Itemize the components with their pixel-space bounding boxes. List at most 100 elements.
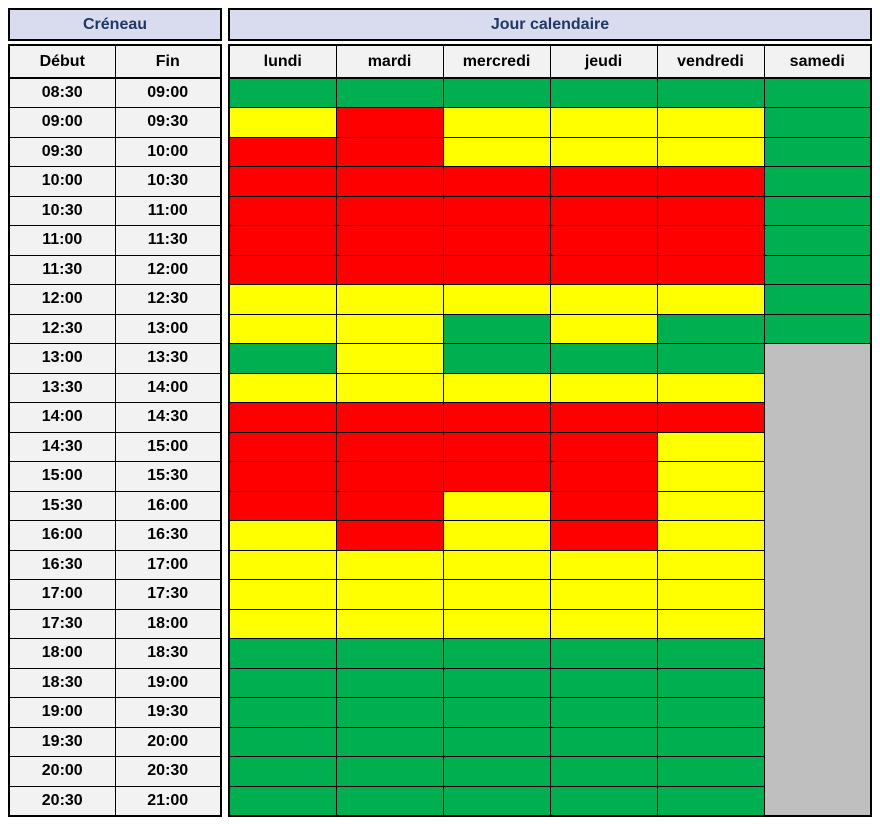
- slot-cell-vendredi-10:30-red[interactable]: [656, 195, 765, 226]
- slot-cell-mardi-17:30-yellow[interactable]: [335, 608, 444, 639]
- slot-cell-mercredi-11:00-red[interactable]: [442, 225, 551, 256]
- slot-cell-mardi-16:30-yellow[interactable]: [335, 549, 444, 580]
- slot-cell-jeudi-15:00-red[interactable]: [549, 461, 658, 492]
- slot-cell-mercredi-11:30-red[interactable]: [442, 254, 551, 285]
- slot-cell-vendredi-09:00-yellow[interactable]: [656, 107, 765, 138]
- slot-cell-mardi-18:30-green[interactable]: [335, 667, 444, 698]
- slot-cell-samedi-11:30-green[interactable]: [763, 254, 872, 285]
- slot-cell-mardi-09:00-red[interactable]: [335, 107, 444, 138]
- slot-cell-jeudi-18:30-green[interactable]: [549, 667, 658, 698]
- slot-cell-lundi-20:00-green[interactable]: [228, 756, 337, 787]
- slot-cell-jeudi-19:30-green[interactable]: [549, 726, 658, 757]
- slot-cell-vendredi-12:30-green[interactable]: [656, 313, 765, 344]
- slot-cell-mardi-08:30-green[interactable]: [335, 77, 444, 108]
- slot-cell-mardi-15:00-red[interactable]: [335, 461, 444, 492]
- slot-cell-mercredi-18:00-green[interactable]: [442, 638, 551, 669]
- slot-cell-samedi-09:30-green[interactable]: [763, 136, 872, 167]
- slot-cell-vendredi-17:30-yellow[interactable]: [656, 608, 765, 639]
- slot-cell-jeudi-12:30-yellow[interactable]: [549, 313, 658, 344]
- slot-cell-mercredi-20:00-green[interactable]: [442, 756, 551, 787]
- slot-cell-mardi-18:00-green[interactable]: [335, 638, 444, 669]
- slot-cell-mercredi-10:30-red[interactable]: [442, 195, 551, 226]
- slot-cell-mercredi-14:30-red[interactable]: [442, 431, 551, 462]
- slot-cell-mardi-11:00-red[interactable]: [335, 225, 444, 256]
- slot-cell-mardi-12:30-yellow[interactable]: [335, 313, 444, 344]
- slot-cell-jeudi-13:30-yellow[interactable]: [549, 372, 658, 403]
- slot-cell-jeudi-09:00-yellow[interactable]: [549, 107, 658, 138]
- slot-cell-jeudi-11:00-red[interactable]: [549, 225, 658, 256]
- slot-cell-jeudi-14:00-red[interactable]: [549, 402, 658, 433]
- slot-cell-vendredi-13:30-yellow[interactable]: [656, 372, 765, 403]
- slot-cell-jeudi-15:30-red[interactable]: [549, 490, 658, 521]
- slot-cell-mardi-10:00-red[interactable]: [335, 166, 444, 197]
- slot-cell-jeudi-10:30-red[interactable]: [549, 195, 658, 226]
- slot-cell-mardi-13:00-yellow[interactable]: [335, 343, 444, 374]
- slot-cell-vendredi-19:30-green[interactable]: [656, 726, 765, 757]
- slot-cell-jeudi-09:30-yellow[interactable]: [549, 136, 658, 167]
- slot-cell-vendredi-13:00-green[interactable]: [656, 343, 765, 374]
- slot-cell-jeudi-13:00-green[interactable]: [549, 343, 658, 374]
- slot-cell-vendredi-20:00-green[interactable]: [656, 756, 765, 787]
- slot-cell-samedi-11:00-green[interactable]: [763, 225, 872, 256]
- slot-cell-mercredi-08:30-green[interactable]: [442, 77, 551, 108]
- slot-cell-vendredi-19:00-green[interactable]: [656, 697, 765, 728]
- slot-cell-lundi-13:00-green[interactable]: [228, 343, 337, 374]
- slot-cell-lundi-11:30-red[interactable]: [228, 254, 337, 285]
- slot-cell-mercredi-17:30-yellow[interactable]: [442, 608, 551, 639]
- slot-cell-mercredi-13:30-yellow[interactable]: [442, 372, 551, 403]
- slot-cell-mercredi-10:00-red[interactable]: [442, 166, 551, 197]
- slot-cell-mardi-10:30-red[interactable]: [335, 195, 444, 226]
- slot-cell-lundi-08:30-green[interactable]: [228, 77, 337, 108]
- slot-cell-vendredi-11:30-red[interactable]: [656, 254, 765, 285]
- slot-cell-mardi-13:30-yellow[interactable]: [335, 372, 444, 403]
- slot-cell-lundi-12:30-yellow[interactable]: [228, 313, 337, 344]
- slot-cell-mardi-20:00-green[interactable]: [335, 756, 444, 787]
- slot-cell-lundi-20:30-green[interactable]: [228, 785, 337, 816]
- slot-cell-mercredi-12:00-yellow[interactable]: [442, 284, 551, 315]
- slot-cell-mercredi-15:00-red[interactable]: [442, 461, 551, 492]
- slot-cell-vendredi-18:00-green[interactable]: [656, 638, 765, 669]
- slot-cell-jeudi-14:30-red[interactable]: [549, 431, 658, 462]
- slot-cell-mercredi-15:30-yellow[interactable]: [442, 490, 551, 521]
- slot-cell-vendredi-20:30-green[interactable]: [656, 785, 765, 816]
- slot-cell-vendredi-16:00-yellow[interactable]: [656, 520, 765, 551]
- slot-cell-lundi-17:30-yellow[interactable]: [228, 608, 337, 639]
- slot-cell-lundi-19:30-green[interactable]: [228, 726, 337, 757]
- slot-cell-jeudi-19:00-green[interactable]: [549, 697, 658, 728]
- slot-cell-jeudi-16:30-yellow[interactable]: [549, 549, 658, 580]
- slot-cell-lundi-13:30-yellow[interactable]: [228, 372, 337, 403]
- slot-cell-lundi-16:30-yellow[interactable]: [228, 549, 337, 580]
- slot-cell-mardi-19:30-green[interactable]: [335, 726, 444, 757]
- slot-cell-mardi-20:30-green[interactable]: [335, 785, 444, 816]
- slot-cell-mercredi-09:00-yellow[interactable]: [442, 107, 551, 138]
- slot-cell-samedi-10:00-green[interactable]: [763, 166, 872, 197]
- slot-cell-jeudi-11:30-red[interactable]: [549, 254, 658, 285]
- slot-cell-jeudi-10:00-red[interactable]: [549, 166, 658, 197]
- slot-cell-mardi-09:30-red[interactable]: [335, 136, 444, 167]
- slot-cell-mercredi-13:00-green[interactable]: [442, 343, 551, 374]
- slot-cell-lundi-12:00-yellow[interactable]: [228, 284, 337, 315]
- slot-cell-lundi-19:00-green[interactable]: [228, 697, 337, 728]
- slot-cell-vendredi-18:30-green[interactable]: [656, 667, 765, 698]
- slot-cell-vendredi-08:30-green[interactable]: [656, 77, 765, 108]
- slot-cell-jeudi-08:30-green[interactable]: [549, 77, 658, 108]
- slot-cell-mercredi-12:30-green[interactable]: [442, 313, 551, 344]
- slot-cell-samedi-10:30-green[interactable]: [763, 195, 872, 226]
- slot-cell-jeudi-12:00-yellow[interactable]: [549, 284, 658, 315]
- slot-cell-jeudi-16:00-red[interactable]: [549, 520, 658, 551]
- slot-cell-vendredi-14:00-red[interactable]: [656, 402, 765, 433]
- slot-cell-samedi-12:00-green[interactable]: [763, 284, 872, 315]
- slot-cell-mardi-16:00-red[interactable]: [335, 520, 444, 551]
- slot-cell-mardi-14:30-red[interactable]: [335, 431, 444, 462]
- slot-cell-vendredi-14:30-yellow[interactable]: [656, 431, 765, 462]
- slot-cell-lundi-11:00-red[interactable]: [228, 225, 337, 256]
- slot-cell-lundi-17:00-yellow[interactable]: [228, 579, 337, 610]
- slot-cell-jeudi-18:00-green[interactable]: [549, 638, 658, 669]
- slot-cell-mardi-19:00-green[interactable]: [335, 697, 444, 728]
- slot-cell-vendredi-11:00-red[interactable]: [656, 225, 765, 256]
- slot-cell-mardi-12:00-yellow[interactable]: [335, 284, 444, 315]
- slot-cell-mercredi-09:30-yellow[interactable]: [442, 136, 551, 167]
- slot-cell-vendredi-15:00-yellow[interactable]: [656, 461, 765, 492]
- slot-cell-mercredi-16:30-yellow[interactable]: [442, 549, 551, 580]
- slot-cell-lundi-09:30-red[interactable]: [228, 136, 337, 167]
